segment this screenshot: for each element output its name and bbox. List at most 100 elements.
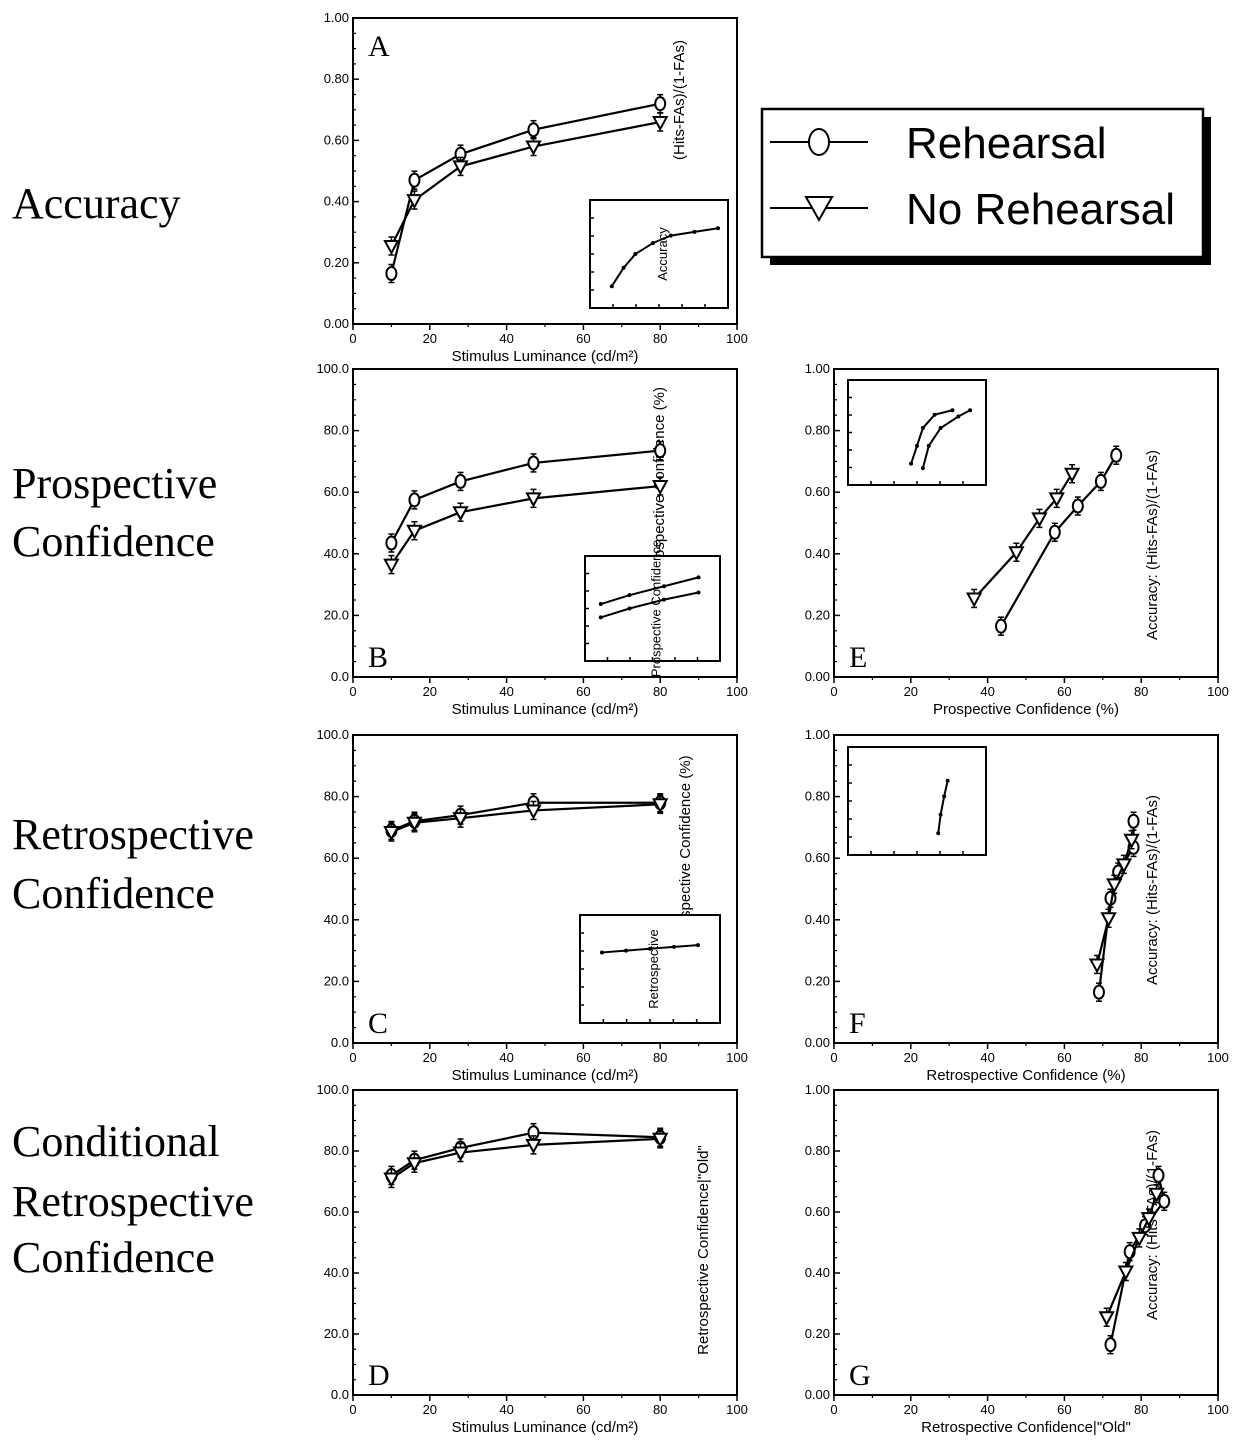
inset-point bbox=[938, 426, 943, 431]
data-point bbox=[1152, 1167, 1165, 1183]
y-tick-label: 0.40 bbox=[805, 1265, 830, 1280]
legend-marker-circle bbox=[808, 128, 830, 156]
data-point bbox=[652, 480, 669, 496]
inset-point bbox=[627, 606, 632, 611]
series-no-rehearsal bbox=[383, 794, 669, 842]
data-point bbox=[452, 1146, 469, 1162]
legend-label: No Rehearsal bbox=[906, 185, 1175, 234]
series-no-rehearsal bbox=[383, 1129, 669, 1189]
inset-point bbox=[920, 466, 925, 471]
panel-letter: G bbox=[849, 1359, 871, 1392]
x-tick-label: 80 bbox=[653, 331, 667, 346]
data-point bbox=[383, 558, 400, 574]
inset-point bbox=[932, 412, 937, 417]
y-tick-label: 1.00 bbox=[805, 361, 830, 376]
inset-point bbox=[696, 590, 701, 595]
series-rehearsal bbox=[995, 445, 1123, 636]
x-axis-label: Stimulus Luminance (cd/m²) bbox=[452, 348, 639, 365]
series-line bbox=[390, 484, 661, 566]
series-rehearsal bbox=[385, 1122, 667, 1186]
y-tick-label: 20.0 bbox=[324, 973, 349, 988]
row-label-line: Retrospective bbox=[12, 810, 254, 859]
data-point bbox=[1148, 1187, 1165, 1203]
x-tick-label: 40 bbox=[980, 1050, 994, 1065]
panel-letter: C bbox=[368, 1007, 388, 1040]
data-point bbox=[383, 1172, 400, 1188]
x-axis-label: Retrospective Confidence (%) bbox=[926, 1067, 1125, 1084]
y-axis-label: (Hits-FAs)/(1-FAs) bbox=[671, 40, 688, 160]
series-no-rehearsal bbox=[383, 112, 669, 256]
data-point bbox=[1110, 447, 1123, 463]
x-tick-label: 100 bbox=[726, 1050, 748, 1065]
data-point bbox=[1048, 524, 1061, 540]
inset-label: Prospective Confidence bbox=[649, 540, 664, 677]
data-point bbox=[383, 239, 400, 256]
inset-point bbox=[915, 443, 919, 448]
y-tick-label: 40.0 bbox=[324, 1265, 349, 1280]
data-point bbox=[527, 455, 540, 471]
x-tick-label: 20 bbox=[423, 331, 437, 346]
x-tick-label: 100 bbox=[726, 331, 748, 346]
x-tick-label: 60 bbox=[576, 331, 590, 346]
y-tick-label: 0.40 bbox=[805, 912, 830, 927]
y-tick-label: 0.60 bbox=[805, 484, 830, 499]
inset-point bbox=[936, 831, 941, 836]
inset-point bbox=[716, 226, 720, 231]
x-tick-label: 60 bbox=[576, 1050, 590, 1065]
data-point bbox=[995, 618, 1008, 634]
data-point bbox=[525, 492, 542, 508]
y-tick-label: 0.80 bbox=[805, 789, 830, 804]
x-tick-label: 80 bbox=[653, 1050, 667, 1065]
inset-point bbox=[627, 593, 632, 598]
inset-plot: Accuracy bbox=[589, 199, 729, 309]
data-point bbox=[1117, 1265, 1135, 1281]
data-point bbox=[1140, 1212, 1158, 1228]
inset-point bbox=[920, 426, 925, 431]
x-tick-label: 60 bbox=[576, 1402, 590, 1417]
data-point bbox=[1104, 1337, 1117, 1353]
series-no-rehearsal bbox=[1098, 1183, 1165, 1327]
x-tick-label: 40 bbox=[980, 684, 994, 699]
y-tick-label: 0.80 bbox=[324, 71, 349, 86]
data-point bbox=[408, 172, 421, 188]
y-tick-label: 20.0 bbox=[324, 607, 349, 622]
panel-C: 0 20 40 60 80 100 0.0 20.0 40.0 60.0 80.0 100.0 Stim… bbox=[316, 727, 747, 1084]
inset-plot bbox=[847, 379, 987, 486]
panel-letter: A bbox=[368, 30, 390, 63]
inset-plot bbox=[847, 746, 987, 856]
inset-point bbox=[598, 615, 603, 620]
data-point bbox=[965, 592, 983, 608]
data-point bbox=[406, 816, 423, 832]
y-tick-label: 0.20 bbox=[805, 1326, 830, 1341]
y-tick-label: 100.0 bbox=[316, 727, 349, 742]
y-axis-label: Accuracy: (Hits-FAs)/(1-FAs) bbox=[1144, 450, 1161, 640]
row-label-line: Confidence bbox=[12, 517, 215, 566]
x-tick-label: 60 bbox=[576, 684, 590, 699]
data-point bbox=[406, 194, 423, 210]
inset-point bbox=[621, 265, 626, 270]
y-tick-label: 100.0 bbox=[316, 1082, 349, 1097]
series-rehearsal bbox=[385, 440, 667, 553]
panel-D: 0 20 40 60 80 100 0.0 20.0 40.0 60.0 80.0 100.0 Stim… bbox=[316, 1082, 747, 1436]
inset-point bbox=[648, 946, 652, 951]
row-label-line: Retrospective bbox=[12, 1177, 254, 1226]
data-point bbox=[525, 1138, 542, 1154]
y-tick-label: 80.0 bbox=[324, 789, 349, 804]
y-tick-label: 0.80 bbox=[805, 1143, 830, 1158]
data-point bbox=[652, 798, 669, 814]
inset-point bbox=[950, 408, 955, 413]
inset-curve bbox=[937, 780, 949, 834]
inset-point bbox=[692, 229, 697, 234]
x-tick-label: 20 bbox=[904, 1402, 918, 1417]
inset-point bbox=[956, 414, 961, 419]
data-point bbox=[1071, 498, 1084, 514]
x-tick-label: 80 bbox=[653, 1402, 667, 1417]
x-tick-label: 0 bbox=[830, 1402, 837, 1417]
x-tick-label: 0 bbox=[830, 1050, 837, 1065]
x-tick-label: 100 bbox=[1207, 684, 1229, 699]
y-tick-label: 0.0 bbox=[331, 1035, 349, 1050]
data-point bbox=[1098, 1311, 1115, 1327]
data-point bbox=[1123, 833, 1140, 849]
y-tick-label: 1.00 bbox=[805, 727, 830, 742]
